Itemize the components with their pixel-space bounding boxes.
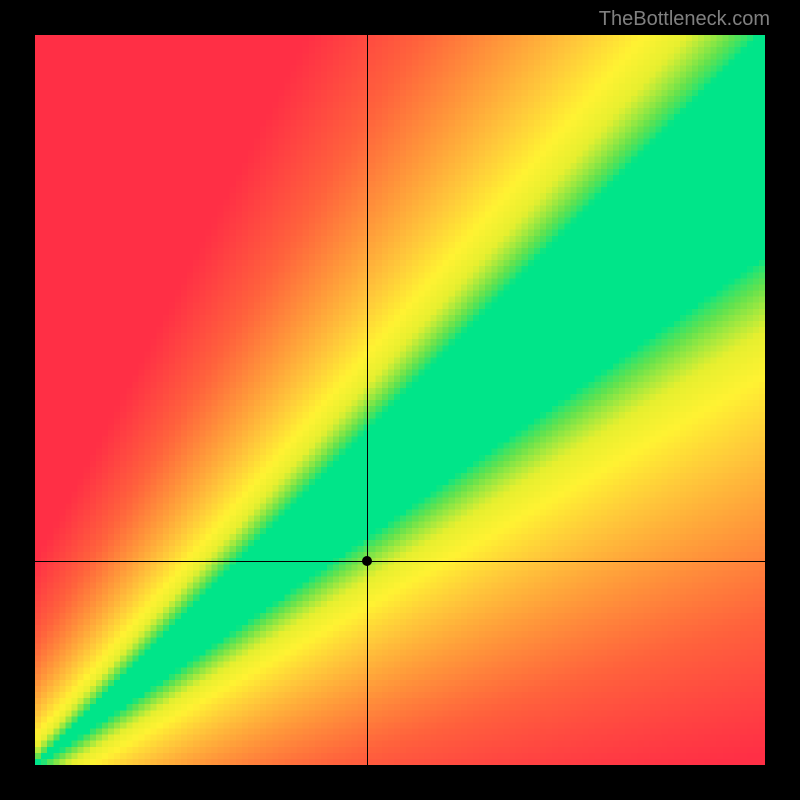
heatmap-canvas	[35, 35, 765, 765]
watermark-text: TheBottleneck.com	[599, 8, 770, 31]
crosshair-vertical	[367, 35, 368, 765]
crosshair-horizontal	[35, 561, 765, 562]
marker-dot	[362, 556, 372, 566]
heatmap-plot	[35, 35, 765, 765]
